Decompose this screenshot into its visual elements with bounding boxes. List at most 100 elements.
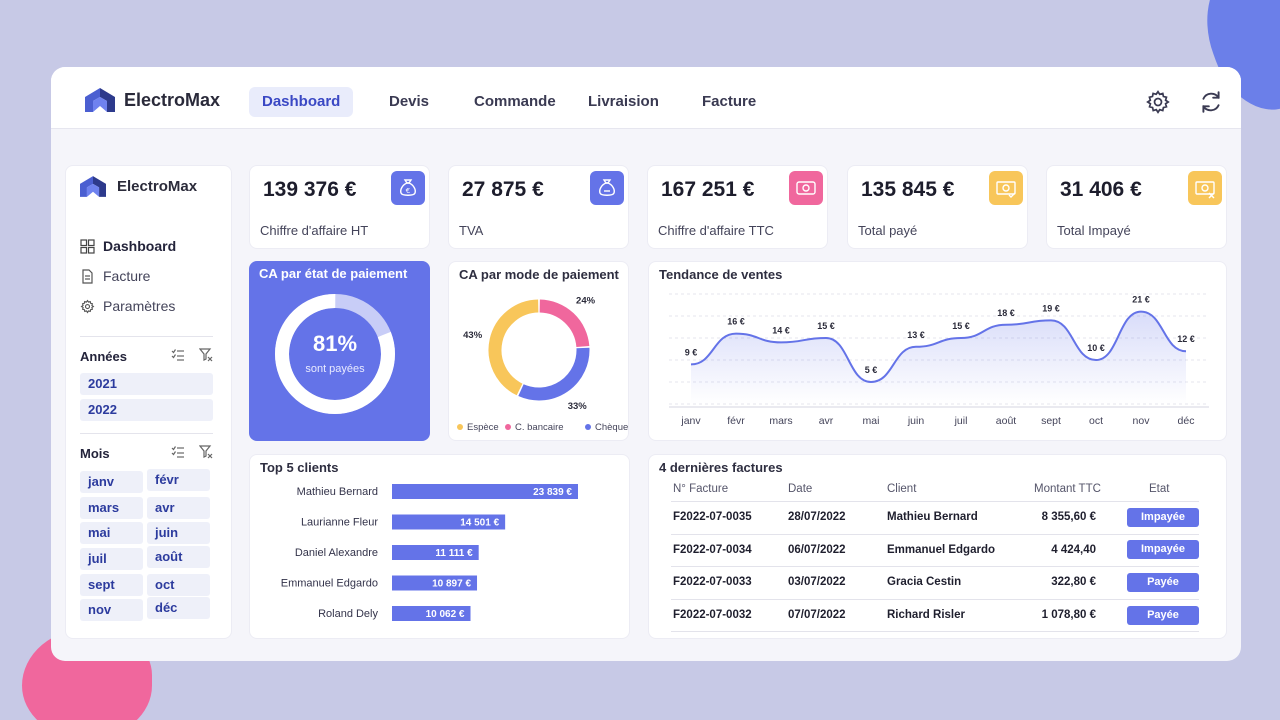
data-point[interactable] [734,331,739,336]
invoice-date: 06/07/2022 [788,544,846,556]
client-bar[interactable] [392,606,471,621]
x-tick-label: janv [680,415,701,427]
clear-filter-icon[interactable] [199,348,213,362]
data-point[interactable] [824,336,829,341]
gear-icon[interactable] [1145,89,1171,115]
client-bar[interactable] [392,545,479,560]
divider [80,336,213,337]
year-chip-2022[interactable]: 2022 [80,399,213,421]
donut-slice[interactable] [518,347,590,401]
x-tick-label: août [996,415,1017,427]
kpi-label: TVA [459,223,484,238]
clear-filter-icon[interactable] [199,445,213,459]
nav-tab-devis[interactable]: Devis [389,93,430,110]
client-bar[interactable] [392,575,478,591]
cash-icon [789,171,823,205]
status-badge: Payée [1127,606,1199,625]
banknote-cancel-icon [1188,171,1222,205]
month-chip[interactable]: avr [147,497,210,519]
month-chip[interactable]: févr [147,469,210,491]
month-chip[interactable]: janv [80,471,143,493]
sidebar: ElectroMax Dashboard Facture Paramètres … [65,165,232,639]
top-clients-bar-chart: Mathieu Bernard 23 839 € Laurianne Fleur 14… [281,484,578,621]
month-chip[interactable]: juin [147,522,210,544]
invoice-date: 03/07/2022 [788,576,846,588]
nav-tab-commande[interactable]: Commande [474,93,556,110]
data-point[interactable] [689,362,694,367]
nav-tab-dashboard[interactable]: Dashboard [249,87,354,117]
nav-tab-livraision[interactable]: Livraision [588,93,659,110]
kpi-label: Chiffre d'affaire TTC [658,223,774,238]
data-point[interactable] [1184,349,1189,354]
invoice-date: 28/07/2022 [788,511,846,523]
category-label: Emmanuel Edgardo [281,578,378,590]
data-label: 5 € [865,365,878,375]
data-label: 12 € [1177,334,1195,344]
invoice-amount: 1 078,80 € [1041,609,1096,621]
month-chip[interactable]: nov [80,599,143,621]
status-badge: Impayée [1127,540,1199,559]
tax-bag-icon [590,171,624,205]
month-chip[interactable]: déc [147,597,210,619]
sidebar-item-facture[interactable]: Facture [80,268,150,284]
month-chip[interactable]: août [147,546,210,568]
card-title: CA par état de paiement [259,266,408,281]
client-bar[interactable] [392,514,506,530]
kpi-label: Total payé [858,223,918,238]
x-tick-label: juin [907,415,925,427]
data-point[interactable] [1049,318,1054,323]
month-chip[interactable]: sept [80,574,143,596]
sidebar-item-dashboard[interactable]: Dashboard [80,238,176,254]
multi-select-icon[interactable] [171,348,185,362]
data-label: 19 € [1042,303,1060,313]
data-point[interactable] [959,336,964,341]
data-point[interactable] [869,380,874,385]
refresh-icon[interactable] [1198,89,1224,115]
client-bar[interactable] [392,484,578,499]
bar-value-label: 23 839 € [533,487,572,498]
top-bar: ElectroMax Dashboard Devis Commande Livr… [51,67,1241,129]
month-chip[interactable]: oct [147,574,210,596]
multi-select-icon[interactable] [171,445,185,459]
bar-value-label: 10 062 € [426,609,465,620]
divider [671,501,1199,502]
divider [671,631,1199,632]
years-filter-title: Années [80,349,127,364]
sidebar-brand[interactable]: ElectroMax [80,176,197,197]
data-point[interactable] [779,340,784,345]
invoice-client: Mathieu Bernard [887,511,978,523]
svg-text:€: € [406,187,410,195]
legend-swatch [505,424,511,430]
bar-value-label: 10 897 € [432,579,471,590]
sidebar-brand-name: ElectroMax [117,178,198,195]
donut-slice[interactable] [539,299,590,348]
x-tick-label: déc [1178,415,1195,427]
data-point[interactable] [914,344,919,349]
top-clients-card: Top 5 clients Mathieu Bernard 23 839 € Lau… [249,454,630,639]
years-filter-actions [171,348,213,362]
legend-label: C. bancaire [515,422,564,433]
slice-label: 43% [463,330,483,341]
data-point[interactable] [1094,358,1099,363]
month-chip[interactable]: mai [80,522,143,544]
nav-tab-facture[interactable]: Facture [702,93,757,110]
sidebar-item-parametres[interactable]: Paramètres [80,298,175,314]
data-label: 15 € [952,321,970,331]
kpi-card-total-impaye: 31 406 € Total Impayé [1046,165,1227,249]
sidebar-item-label: Paramètres [103,298,176,314]
invoice-client: Emmanuel Edgardo [887,544,995,556]
year-chip-2021[interactable]: 2021 [80,373,213,395]
donut-slice[interactable] [488,299,539,396]
kpi-value: 31 406 € [1060,178,1142,201]
invoice-id: F2022-07-0032 [673,609,752,621]
data-point[interactable] [1139,309,1144,314]
payment-status-card: CA par état de paiement 81% sont payées [249,261,430,441]
brand[interactable]: ElectroMax [85,88,220,112]
bar-value-label: 14 501 € [460,518,499,529]
month-chip[interactable]: mars [80,497,143,519]
data-label: 14 € [772,325,790,335]
slice-label: 33% [568,401,588,412]
month-chip[interactable]: juil [80,548,143,570]
data-point[interactable] [1004,322,1009,327]
document-icon [82,268,93,284]
